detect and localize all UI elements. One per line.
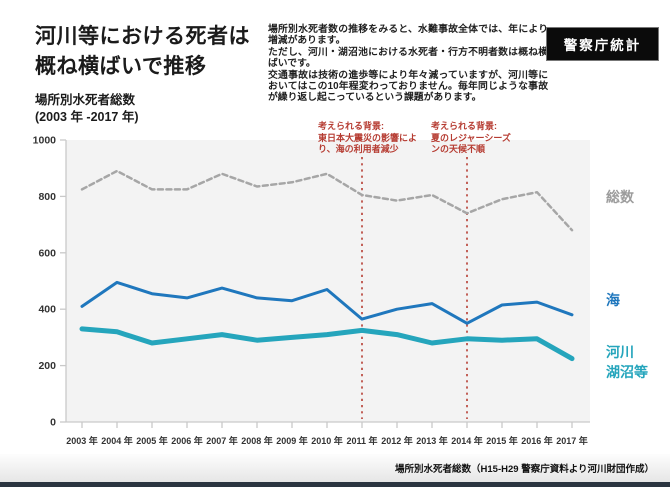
x-tick-label: 2003 年 (66, 435, 98, 446)
series-line-2 (79, 326, 575, 362)
footer-strip (0, 482, 670, 487)
annotation-2014-background: 考えられる背景: 夏のレジャーシーズ ンの天候不順 (431, 121, 511, 154)
x-tick-label: 2005 年 (136, 435, 168, 446)
y-tick-label: 600 (38, 247, 56, 259)
description-text: 場所別水死者数の推移をみると、水難事故全体では、年により増減があります。 ただし… (268, 24, 548, 104)
x-tick-label: 2011 年 (346, 435, 377, 446)
series-line-1 (80, 280, 574, 325)
plot-area (66, 140, 590, 422)
x-tick-label: 2007 年 (206, 435, 238, 446)
legend-river: 河川 湖沼等 (606, 344, 648, 380)
x-tick-label: 2016 年 (521, 435, 553, 446)
y-tick-label: 800 (38, 191, 56, 203)
annotation-2011-background: 考えられる背景: 東日本大震災の影響によ り、海の利用者減少 (318, 121, 418, 154)
y-tick-label: 400 (38, 304, 56, 316)
x-tick-label: 2015 年 (486, 435, 518, 446)
legend-sea: 海 (606, 292, 620, 308)
y-tick-label: 1000 (33, 135, 57, 147)
page-title: 河川等における死者は 概ね横ばいで推移 (35, 25, 250, 78)
x-tick-label: 2013 年 (416, 435, 448, 446)
x-tick-label: 2017 年 (556, 435, 588, 446)
x-tick-label: 2010 年 (311, 435, 343, 446)
legend-total: 総数 (606, 189, 634, 205)
y-tick-label: 0 (50, 417, 56, 429)
footer-band: 場所別水死者総数（H15-H29 警察庁資料より河川財団作成） (0, 454, 670, 482)
chart-subtitle: 場所別水死者総数 (2003 年 -2017 年) (35, 93, 139, 124)
x-tick-label: 2009 年 (276, 435, 308, 446)
y-tick-label: 200 (38, 360, 56, 372)
series-line-0 (80, 169, 574, 232)
x-tick-label: 2012 年 (381, 435, 413, 446)
source-caption: 場所別水死者総数（H15-H29 警察庁資料より河川財団作成） (395, 464, 654, 475)
x-tick-label: 2014 年 (451, 435, 483, 446)
x-tick-label: 2006 年 (171, 435, 203, 446)
statistics-source-badge: 警察庁統計 (546, 27, 659, 61)
x-tick-label: 2008 年 (241, 435, 273, 446)
x-tick-label: 2004 年 (101, 435, 133, 446)
